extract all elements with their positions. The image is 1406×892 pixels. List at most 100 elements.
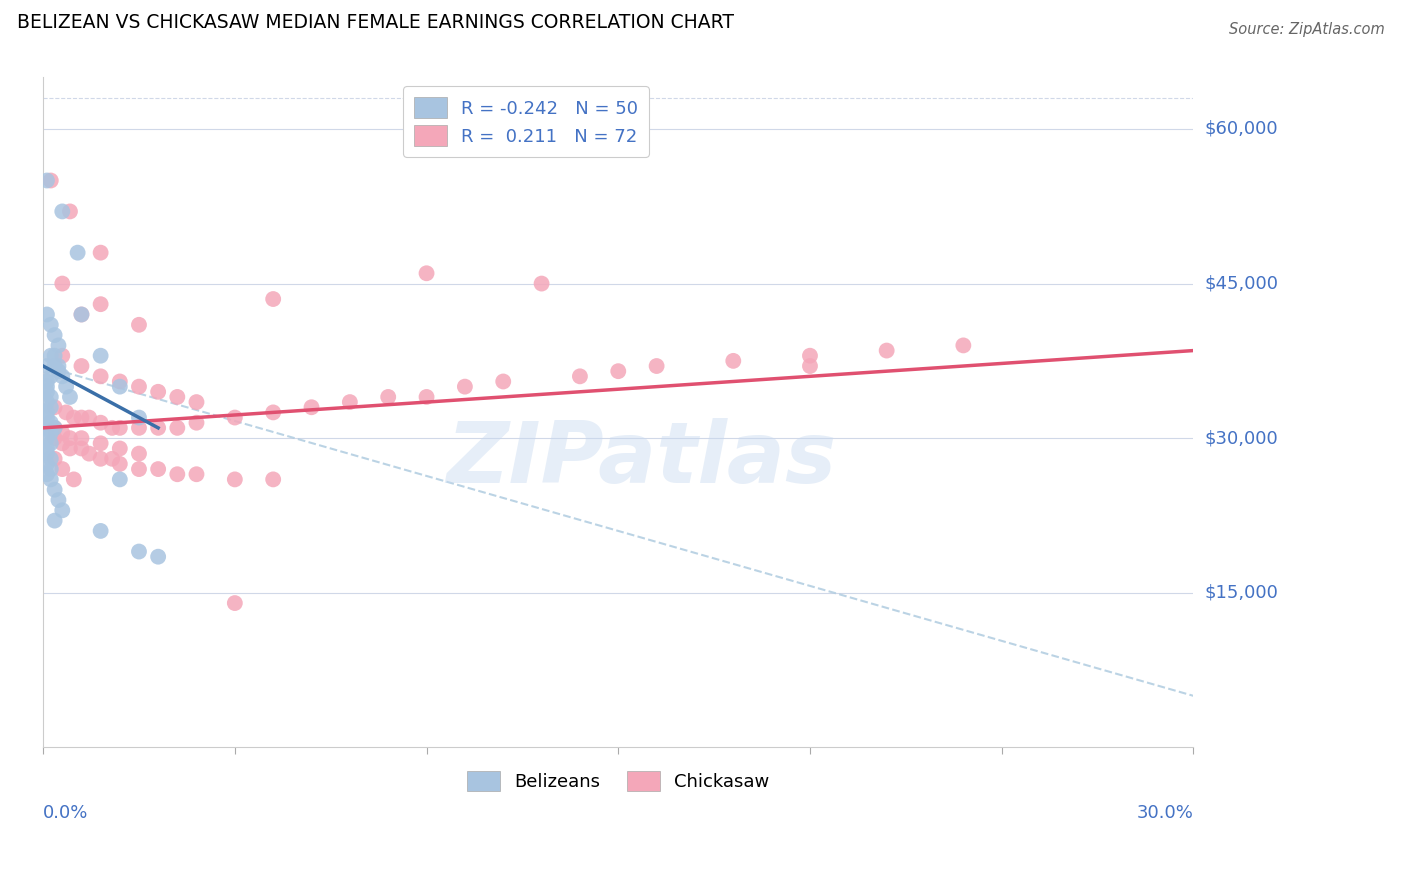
Point bbox=[35, 384, 58, 399]
Point bbox=[51, 204, 73, 219]
Legend: Belizeans, Chickasaw: Belizeans, Chickasaw bbox=[460, 764, 776, 798]
Point bbox=[48, 493, 70, 508]
Point bbox=[35, 442, 58, 456]
Text: $60,000: $60,000 bbox=[1205, 120, 1278, 138]
Point bbox=[44, 431, 66, 445]
Point bbox=[128, 544, 150, 558]
Point bbox=[70, 431, 93, 445]
Point bbox=[128, 447, 150, 461]
Point bbox=[35, 467, 58, 482]
Point bbox=[607, 364, 630, 378]
Point bbox=[59, 204, 82, 219]
Point bbox=[146, 421, 169, 435]
Point bbox=[90, 451, 112, 466]
Point bbox=[876, 343, 898, 358]
Point bbox=[39, 472, 62, 486]
Point bbox=[35, 447, 58, 461]
Point bbox=[262, 292, 284, 306]
Point bbox=[454, 379, 477, 393]
Point bbox=[35, 395, 58, 409]
Point bbox=[44, 483, 66, 497]
Point bbox=[39, 318, 62, 332]
Point bbox=[35, 173, 58, 187]
Point bbox=[44, 421, 66, 435]
Point bbox=[166, 390, 188, 404]
Text: Source: ZipAtlas.com: Source: ZipAtlas.com bbox=[1229, 22, 1385, 37]
Point bbox=[108, 379, 131, 393]
Point bbox=[186, 395, 208, 409]
Point bbox=[262, 405, 284, 419]
Point bbox=[492, 375, 515, 389]
Point bbox=[799, 349, 821, 363]
Point bbox=[128, 379, 150, 393]
Point bbox=[166, 467, 188, 482]
Point bbox=[90, 436, 112, 450]
Point bbox=[59, 442, 82, 456]
Point bbox=[77, 447, 100, 461]
Point bbox=[128, 462, 150, 476]
Point bbox=[35, 421, 58, 435]
Point bbox=[66, 245, 89, 260]
Point bbox=[415, 390, 437, 404]
Point bbox=[146, 462, 169, 476]
Point bbox=[186, 467, 208, 482]
Point bbox=[90, 416, 112, 430]
Point bbox=[128, 421, 150, 435]
Point bbox=[35, 359, 58, 373]
Point bbox=[44, 349, 66, 363]
Point bbox=[55, 405, 77, 419]
Text: 30.0%: 30.0% bbox=[1136, 804, 1194, 822]
Point bbox=[35, 375, 58, 389]
Point bbox=[70, 359, 93, 373]
Point bbox=[51, 369, 73, 384]
Point bbox=[48, 359, 70, 373]
Point bbox=[108, 375, 131, 389]
Point bbox=[90, 349, 112, 363]
Point bbox=[51, 277, 73, 291]
Point bbox=[39, 416, 62, 430]
Point bbox=[39, 451, 62, 466]
Point bbox=[35, 379, 58, 393]
Text: 0.0%: 0.0% bbox=[44, 804, 89, 822]
Point bbox=[301, 401, 323, 415]
Point bbox=[108, 472, 131, 486]
Point bbox=[90, 369, 112, 384]
Text: ZIPatlas: ZIPatlas bbox=[446, 417, 837, 500]
Point bbox=[90, 297, 112, 311]
Point bbox=[51, 436, 73, 450]
Point bbox=[77, 410, 100, 425]
Point bbox=[799, 359, 821, 373]
Point bbox=[224, 472, 246, 486]
Point bbox=[48, 364, 70, 378]
Point bbox=[146, 384, 169, 399]
Point bbox=[415, 266, 437, 280]
Point bbox=[377, 390, 399, 404]
Point bbox=[186, 416, 208, 430]
Point bbox=[39, 425, 62, 440]
Point bbox=[39, 401, 62, 415]
Point bbox=[339, 395, 361, 409]
Point bbox=[952, 338, 974, 352]
Point bbox=[166, 421, 188, 435]
Point bbox=[568, 369, 591, 384]
Point bbox=[44, 328, 66, 343]
Point bbox=[55, 379, 77, 393]
Point bbox=[146, 549, 169, 564]
Point bbox=[35, 405, 58, 419]
Point bbox=[101, 421, 124, 435]
Point bbox=[35, 457, 58, 471]
Point bbox=[44, 514, 66, 528]
Point bbox=[723, 354, 745, 368]
Point bbox=[108, 457, 131, 471]
Point bbox=[51, 349, 73, 363]
Point bbox=[44, 359, 66, 373]
Point bbox=[62, 472, 84, 486]
Point bbox=[39, 462, 62, 476]
Point bbox=[51, 462, 73, 476]
Point bbox=[44, 421, 66, 435]
Point bbox=[70, 308, 93, 322]
Point bbox=[108, 421, 131, 435]
Point bbox=[59, 431, 82, 445]
Point bbox=[51, 425, 73, 440]
Point bbox=[59, 390, 82, 404]
